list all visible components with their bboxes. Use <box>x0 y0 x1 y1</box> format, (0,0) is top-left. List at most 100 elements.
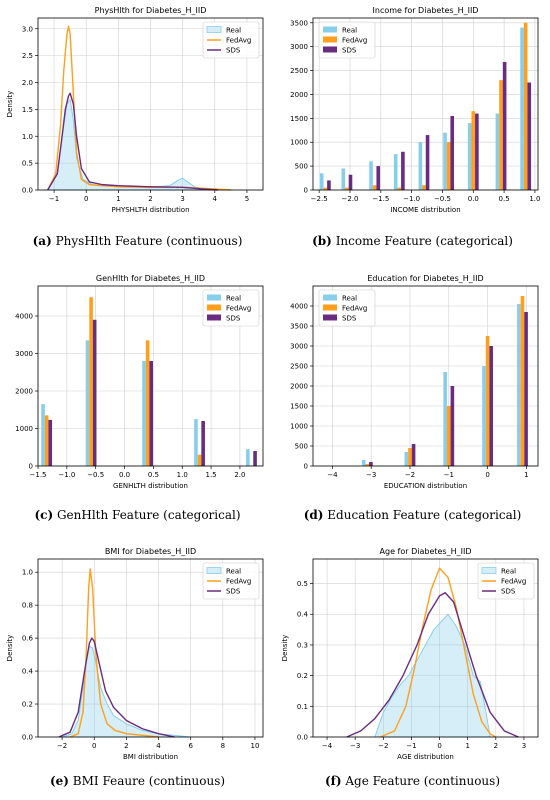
legend-label-sds: SDS <box>226 315 241 323</box>
y-tick-label: 0.3 <box>297 641 308 649</box>
caption-tag: (f) <box>324 774 342 788</box>
y-tick-label: 0 <box>29 463 33 471</box>
legend-label-fedavg: FedAvg <box>501 578 526 586</box>
x-tick-label: −2.0 <box>341 195 358 203</box>
legend-label-real: Real <box>226 295 241 303</box>
x-tick-label: 5 <box>245 195 249 203</box>
legend-swatch-real <box>323 26 337 33</box>
x-tick-label: 1.5 <box>206 471 217 479</box>
x-tick-label: 0 <box>437 742 441 750</box>
x-tick-label: −4 <box>327 471 338 479</box>
bar-real <box>319 173 324 190</box>
x-tick-label: 6 <box>188 742 193 750</box>
x-tick-label: 0.5 <box>148 471 159 479</box>
bar-sds <box>376 166 381 190</box>
legend-box <box>202 562 260 600</box>
y-tick-label: 3.0 <box>22 25 33 33</box>
bar-real <box>85 340 90 466</box>
legend-swatch-real <box>481 567 497 574</box>
bar-fedavg <box>89 297 93 466</box>
y-tick-label: 0.2 <box>22 701 33 709</box>
y-tick-label: 4000 <box>15 313 33 321</box>
bar-sds <box>401 151 405 190</box>
y-tick-label: 2500 <box>290 363 308 371</box>
bar-real <box>517 304 521 466</box>
bar-real <box>443 132 447 190</box>
legend-box <box>477 562 535 600</box>
y-tick-label: 1.5 <box>22 106 33 114</box>
x-tick-label: 2 <box>148 195 152 203</box>
y-tick-label: 0.6 <box>22 635 34 643</box>
y-tick-label: 1000 <box>290 423 308 431</box>
legend-swatch-fedavg <box>207 304 221 311</box>
y-tick-label: 0.4 <box>297 611 309 619</box>
income-chart: −2.5 −2.0 −1.5 −1.0 −0.5 0.0 0.5 1.0 0 500 1000 150… <box>290 6 540 214</box>
x-tick-label: −2 <box>57 742 67 750</box>
x-tick-label: 2 <box>124 742 128 750</box>
bar-real <box>142 361 146 466</box>
legend-label-real: Real <box>226 568 241 576</box>
legend-swatch-real <box>323 294 337 301</box>
y-tick-label: 0.5 <box>297 580 308 588</box>
bmi-chart: −2 0 2 4 6 8 10 0.0 0.2 0.4 0.6 0.8 1.0 BMI for Diabe… <box>6 547 264 761</box>
legend-label-real: Real <box>342 27 357 35</box>
caption-tag: (d) <box>303 508 324 522</box>
bar-real <box>361 460 366 466</box>
x-tick-label: −2 <box>405 471 415 479</box>
bar-sds <box>524 312 528 466</box>
bar-sds <box>425 135 430 190</box>
x-tick-label: −1 <box>49 195 59 203</box>
bar-sds <box>489 346 493 466</box>
legend-label-sds: SDS <box>342 315 357 323</box>
legend: Real FedAvg SDS <box>202 21 260 59</box>
x-tick-label: −0.5 <box>87 471 104 479</box>
y-tick-label: 1000 <box>290 139 308 147</box>
chart-panel-c: −1.5 −1.0 −0.5 0.0 0.5 1.0 1.5 2.0 0 1000 2000 3000… <box>0 268 275 533</box>
bar-real <box>41 404 45 466</box>
bar-sds <box>327 180 331 190</box>
x-axis-label: EDUCATION distribution <box>384 482 467 490</box>
y-tick-label: 1000 <box>15 425 33 433</box>
y-tick-label: 0.0 <box>22 734 33 742</box>
y-tick-label: 3500 <box>290 323 308 331</box>
y-tick-label: 1.0 <box>22 569 33 577</box>
bar-real <box>482 366 486 466</box>
caption-text: BMI Feaure (continuous) <box>72 774 226 788</box>
chart-panel-d: −4 −3 −2 −1 0 1 0 500 1000 1500 2000 2500 3000 3500 40… <box>275 268 550 533</box>
x-tick-label: 8 <box>221 742 225 750</box>
x-tick-label: 0.5 <box>499 195 510 203</box>
y-tick-label: 0.4 <box>22 668 34 676</box>
y-tick-label: 2500 <box>290 67 308 75</box>
legend-label-sds: SDS <box>342 47 357 55</box>
chart-title: PhysHlth for Diabetes_H_IID <box>95 6 207 15</box>
legend-swatch-sds <box>323 314 337 321</box>
chart-panel-b: −2.5 −2.0 −1.5 −1.0 −0.5 0.0 0.5 1.0 0 500 1000 150… <box>275 0 550 265</box>
y-axis-label: Density <box>6 635 14 662</box>
y-tick-label: 0.8 <box>22 602 33 610</box>
bar-real <box>520 27 524 190</box>
x-tick-label: 4 <box>213 195 218 203</box>
bar-fedavg <box>323 187 328 190</box>
chart-title: GenHlth for Diabetes_H_IID <box>96 274 205 283</box>
legend-label-fedavg: FedAvg <box>226 578 251 586</box>
bar-sds <box>48 419 53 466</box>
y-tick-label: 4000 <box>290 303 308 311</box>
bar-sds <box>253 451 257 466</box>
y-axis-label: Density <box>6 91 14 118</box>
physhlth-chart: −1 0 1 2 3 4 5 0.0 0.5 1.0 1.5 2.0 2.5 3.0 PhysHlth fo… <box>6 6 264 214</box>
bar-fedavg <box>422 185 426 190</box>
y-tick-label: 0.0 <box>297 734 308 742</box>
legend-swatch-fedavg <box>323 304 337 311</box>
bar-fedavg <box>485 336 490 466</box>
chart-panel-f: −4 −3 −2 −1 0 1 2 3 0.0 0.1 0.2 0.3 0.4 0.5 Age for Di… <box>275 543 550 800</box>
x-tick-label: −1.0 <box>403 195 420 203</box>
bar-sds <box>527 82 532 190</box>
legend-label-sds: SDS <box>226 47 241 55</box>
x-tick-label: 4 <box>156 742 161 750</box>
caption-text: Education Feature (categorical) <box>327 508 522 522</box>
plot-frame <box>312 285 539 467</box>
x-tick-label: −2.5 <box>311 195 328 203</box>
caption-f: (f) Age Feature (continuous) <box>275 774 550 788</box>
chart-panel-a: −1 0 1 2 3 4 5 0.0 0.5 1.0 1.5 2.0 2.5 3.0 PhysHlth fo… <box>0 0 275 265</box>
line-fedavg <box>380 567 497 738</box>
